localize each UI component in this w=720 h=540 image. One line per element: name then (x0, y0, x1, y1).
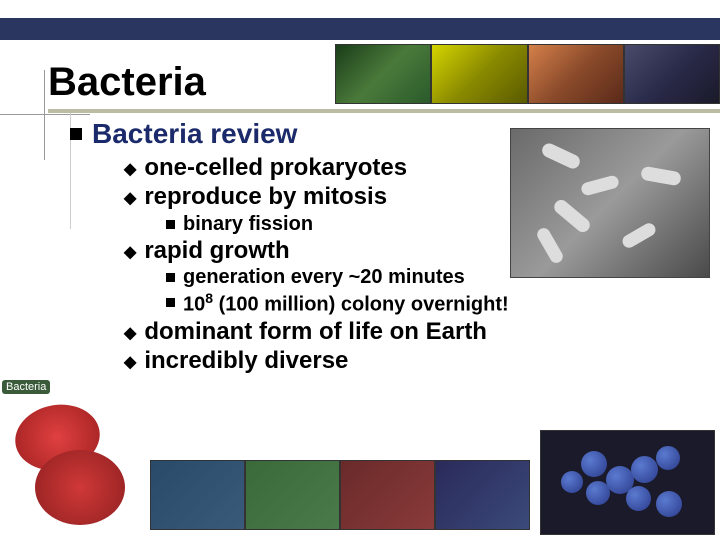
heading-text: Bacteria review (92, 118, 297, 150)
top-accent-bar (0, 18, 720, 40)
bacteria-rods-image (510, 128, 710, 278)
diamond-bullet-icon: ◆ (124, 243, 136, 262)
header-image-4 (624, 44, 720, 104)
image-label: Bacteria (2, 380, 50, 394)
square-bullet-icon (166, 298, 175, 307)
cocci-bacteria-image (540, 430, 715, 535)
bullet-text: dominant form of life on Earth (144, 318, 487, 347)
bacteria-cells-image: Bacteria (0, 380, 130, 535)
diamond-bullet-icon: ◆ (124, 353, 136, 372)
square-bullet-icon (70, 128, 82, 140)
bullet-point: ◆ incredibly diverse (124, 347, 670, 376)
square-bullet-icon (166, 220, 175, 229)
bullet-text: binary fission (183, 212, 313, 237)
header-image-1 (335, 44, 431, 104)
cell-shape (35, 450, 125, 525)
bullet-point: ◆ dominant form of life on Earth (124, 318, 670, 347)
footer-image-1 (150, 460, 245, 530)
slide-title: Bacteria (48, 60, 206, 105)
title-underline (48, 109, 720, 113)
diamond-bullet-icon: ◆ (124, 189, 136, 208)
sub-bullet-point: 108 (100 million) colony overnight! (166, 290, 670, 318)
footer-image-4 (435, 460, 530, 530)
bottom-image-strip (150, 460, 530, 530)
bullet-text: reproduce by mitosis (144, 183, 387, 212)
footer-image-2 (245, 460, 340, 530)
bullet-text: rapid growth (144, 237, 289, 266)
top-image-strip (335, 44, 720, 104)
bullet-text: incredibly diverse (144, 347, 348, 376)
square-bullet-icon (166, 273, 175, 282)
header-image-3 (528, 44, 624, 104)
footer-image-3 (340, 460, 435, 530)
bullet-text: one-celled prokaryotes (144, 154, 407, 183)
diamond-bullet-icon: ◆ (124, 324, 136, 343)
bullet-text: generation every ~20 minutes (183, 265, 465, 290)
bullet-text: 108 (100 million) colony overnight! (183, 290, 509, 318)
header-image-2 (431, 44, 527, 104)
diamond-bullet-icon: ◆ (124, 160, 136, 179)
